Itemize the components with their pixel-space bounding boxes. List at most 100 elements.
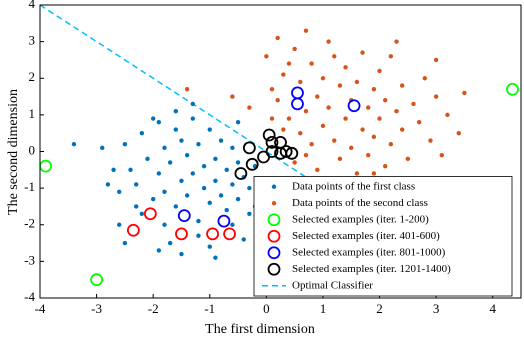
selected-marker xyxy=(217,214,231,228)
point xyxy=(326,105,331,110)
point xyxy=(167,240,173,246)
point xyxy=(315,94,320,99)
point xyxy=(122,240,128,246)
x-tick-label: -1 xyxy=(204,301,215,316)
x-axis-label: The first dimension xyxy=(205,322,315,337)
point xyxy=(117,189,122,194)
point xyxy=(173,127,179,132)
point xyxy=(388,54,394,59)
point xyxy=(337,83,343,88)
point xyxy=(298,130,303,136)
point xyxy=(281,72,286,77)
selected-marker xyxy=(177,209,191,222)
point xyxy=(371,171,377,176)
point xyxy=(292,160,297,165)
point xyxy=(150,116,156,121)
point xyxy=(405,156,411,162)
x-tick-label: -3 xyxy=(91,301,102,316)
selected-marker xyxy=(90,273,103,287)
point xyxy=(247,211,252,216)
point xyxy=(139,211,145,216)
selected-marker xyxy=(245,157,259,171)
point xyxy=(377,116,382,121)
y-axis-label: The second dimension xyxy=(6,89,21,215)
y-tick-label: -1 xyxy=(24,179,35,194)
selected-marker xyxy=(274,146,287,160)
legend-marker xyxy=(271,201,277,206)
point xyxy=(303,109,309,114)
point xyxy=(230,94,235,99)
point xyxy=(235,120,241,125)
point xyxy=(122,141,128,147)
point xyxy=(360,127,365,132)
point xyxy=(162,189,167,194)
point xyxy=(433,94,439,99)
point xyxy=(207,127,212,132)
y-tick-label: 3 xyxy=(29,33,36,48)
point xyxy=(156,248,162,253)
point xyxy=(128,167,133,173)
point xyxy=(298,79,303,85)
point xyxy=(332,54,337,59)
point xyxy=(269,87,275,92)
point xyxy=(224,207,229,213)
point xyxy=(218,193,224,198)
point xyxy=(218,138,224,143)
legend-marker xyxy=(267,213,281,227)
legend-label: Selected examples (iter. 801-1000) xyxy=(292,246,446,258)
point xyxy=(422,76,427,81)
selected-marker xyxy=(175,227,188,241)
point xyxy=(399,83,405,88)
point xyxy=(275,35,280,41)
point xyxy=(371,134,377,140)
y-tick-label: 4 xyxy=(29,0,36,11)
legend-marker xyxy=(267,262,281,276)
selected-marker xyxy=(234,167,248,180)
point xyxy=(439,152,444,158)
point xyxy=(162,145,167,151)
point xyxy=(167,160,173,165)
selected-marker xyxy=(40,159,53,173)
point xyxy=(156,171,162,176)
point xyxy=(269,116,275,121)
point xyxy=(196,141,201,147)
legend-label: Optimal Classifier xyxy=(292,279,373,291)
point xyxy=(201,185,207,191)
legend-label: Data points of the first class xyxy=(292,180,415,192)
point xyxy=(309,141,314,147)
point xyxy=(224,167,229,173)
point xyxy=(382,163,388,169)
y-tick-label: 0 xyxy=(29,142,36,157)
x-tick-label: -4 xyxy=(35,301,46,316)
legend-label: Selected examples (iter. 401-600) xyxy=(292,230,440,242)
selected-marker xyxy=(291,86,304,100)
point xyxy=(343,116,348,121)
point xyxy=(179,138,184,143)
point xyxy=(100,145,105,151)
selected-marker xyxy=(347,99,361,113)
point xyxy=(326,39,331,44)
selected-marker xyxy=(206,227,219,241)
x-tick-label: 1 xyxy=(320,301,327,316)
x-tick-label: -2 xyxy=(148,301,159,316)
selected-marker xyxy=(257,150,270,164)
point xyxy=(190,171,195,176)
point xyxy=(281,127,286,132)
point xyxy=(292,46,297,52)
point xyxy=(213,178,218,183)
point xyxy=(190,116,195,121)
point xyxy=(105,182,111,187)
point xyxy=(428,138,433,143)
point xyxy=(399,127,405,132)
point xyxy=(456,130,461,136)
x-tick-label: 0 xyxy=(263,301,270,316)
point xyxy=(433,57,439,63)
selected-marker xyxy=(242,141,256,155)
point xyxy=(117,222,122,227)
point xyxy=(388,141,394,147)
point xyxy=(230,145,235,151)
selected-marker xyxy=(223,227,236,241)
point xyxy=(394,39,399,44)
legend-marker xyxy=(271,184,277,189)
